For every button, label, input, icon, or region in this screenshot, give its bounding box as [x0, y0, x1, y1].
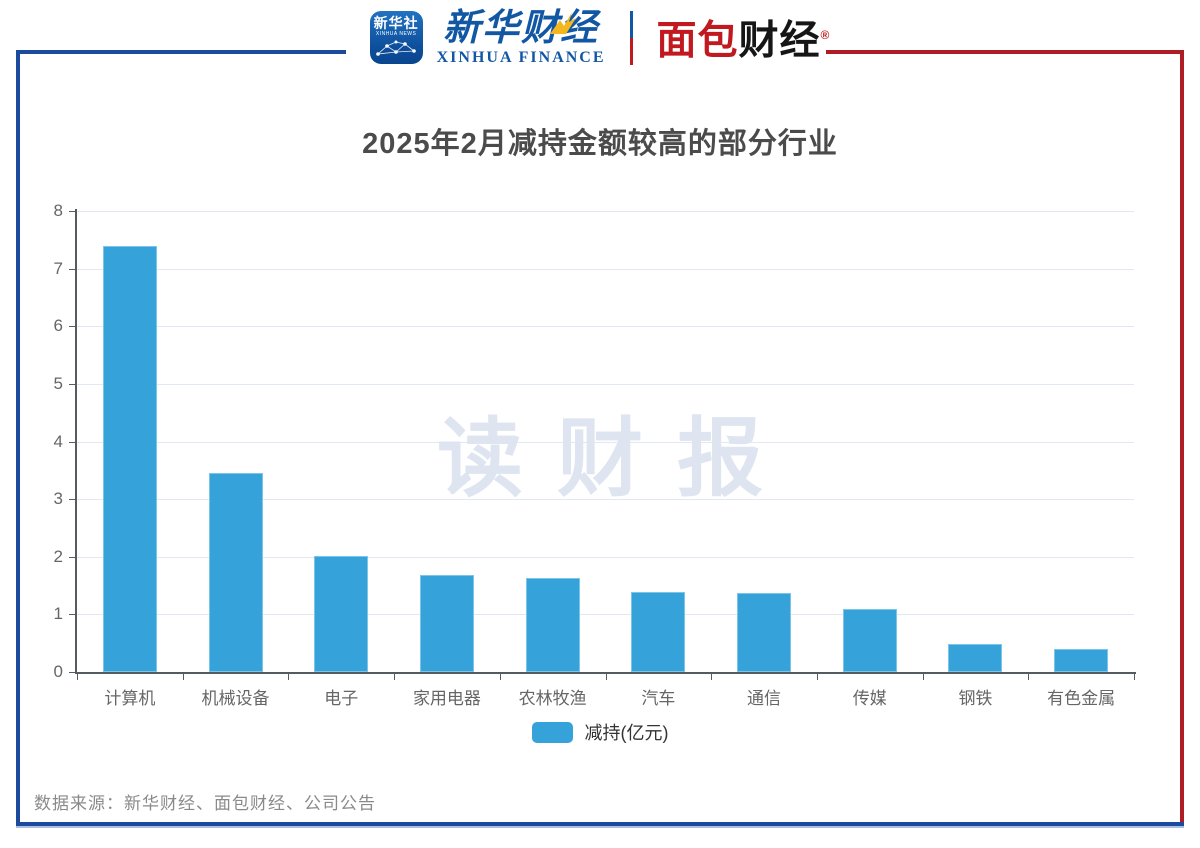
frame-bottom: [16, 822, 1184, 826]
y-tick-mark: [69, 268, 75, 270]
bar-有色金属[interactable]: [1054, 648, 1109, 672]
gridline: [77, 268, 1134, 270]
x-tick-mark: [816, 674, 818, 680]
x-axis-label: 农林牧渔: [518, 689, 587, 708]
x-axis-label: 电子: [324, 689, 359, 708]
y-tick-label: 3: [53, 489, 63, 509]
x-tick-mark: [499, 674, 501, 680]
x-tick-mark: [1028, 674, 1030, 680]
mianbao-red: 面包: [656, 18, 739, 63]
y-tick-mark: [69, 211, 75, 212]
mianbao-caijing-logo: 面包财经®: [657, 13, 831, 62]
legend-swatch[interactable]: [531, 721, 573, 743]
x-axis-label: 家用电器: [412, 689, 481, 708]
x-axis-label: 汽车: [641, 689, 676, 708]
bar-家用电器[interactable]: [419, 575, 474, 672]
logo-divider: [629, 10, 633, 65]
y-tick-mark: [69, 672, 75, 673]
legend-label[interactable]: 减持(亿元): [584, 723, 669, 743]
y-tick-mark: [69, 556, 75, 558]
gridline: [77, 441, 1134, 443]
xinhua-news-logo: 新华社 XINHUA NEWS: [369, 11, 423, 64]
gridline: [77, 383, 1134, 385]
x-axis-line: [75, 672, 1136, 674]
y-tick-label: 5: [53, 373, 63, 393]
chart-title: 2025年2月减持金额较高的部分行业: [362, 128, 838, 160]
frame-left: [16, 50, 20, 826]
y-axis-line: [75, 209, 77, 674]
frame-top-right: [826, 50, 1184, 54]
y-tick-label: 2: [53, 546, 63, 566]
x-axis-label: 计算机: [104, 689, 156, 708]
x-tick-mark: [288, 674, 290, 680]
x-tick-mark: [1134, 674, 1135, 680]
x-tick-mark: [922, 674, 924, 680]
x-axis-label: 机械设备: [201, 689, 270, 708]
xinhua-finance-en: XINHUA FINANCE: [436, 49, 606, 66]
mianbao-black: 财经: [738, 18, 821, 63]
y-tick-mark: [69, 614, 75, 616]
bar-机械设备[interactable]: [208, 473, 263, 672]
x-axis-label: 钢铁: [958, 689, 993, 708]
bar-传媒[interactable]: [842, 608, 897, 672]
bar-汽车[interactable]: [631, 592, 686, 672]
plot-area: 0 1 2 3 4 5 6 7 8 计算机 机械设备 电子 家用电器 农林牧渔 汽车 通信 传媒 钢铁 有色金属: [54, 201, 1136, 708]
y-tick-label: 4: [53, 431, 63, 451]
x-tick-mark: [605, 674, 607, 680]
y-tick-label: 0: [53, 662, 63, 681]
frame-right: [1180, 50, 1184, 826]
bar-通信[interactable]: [737, 593, 792, 672]
y-tick-label: 7: [53, 258, 63, 278]
x-axis-label: 通信: [747, 689, 782, 708]
frame-top-left: [16, 50, 346, 54]
xinhua-finance-cn: 新华财经: [443, 7, 600, 48]
gridline: [77, 614, 1134, 616]
x-axis-label: 传媒: [852, 689, 887, 708]
gridline: [77, 211, 1134, 212]
bar-钢铁[interactable]: [948, 643, 1003, 672]
y-tick-label: 1: [53, 604, 63, 624]
frame-bottom-glow: [16, 826, 1184, 828]
bar-计算机[interactable]: [102, 246, 157, 672]
header: 新华社 XINHUA NEWS 新华财经 XINHUA FINA: [0, 8, 1200, 67]
xinhua-news-en: XINHUA NEWS: [375, 31, 417, 37]
data-source-text: 数据来源：新华财经、面包财经、公司公告: [34, 794, 376, 813]
network-nodes-icon: [376, 40, 416, 56]
x-tick-mark: [711, 674, 713, 680]
legend[interactable]: 减持(亿元): [0, 719, 1200, 745]
gridline: [77, 326, 1134, 328]
lightning-accent-icon: [549, 12, 576, 34]
x-tick-mark: [394, 674, 396, 680]
y-tick-label: 8: [53, 201, 63, 220]
registered-mark: ®: [820, 27, 831, 42]
gridline: [77, 499, 1134, 501]
bar-电子[interactable]: [314, 555, 369, 672]
x-tick-mark: [182, 674, 184, 680]
xinhua-finance-logo: 新华财经 XINHUA FINANCE: [437, 8, 606, 67]
y-tick-mark: [69, 441, 75, 443]
x-tick-mark: [77, 674, 78, 680]
x-axis-label: 有色金属: [1047, 689, 1116, 708]
y-tick-mark: [69, 383, 75, 385]
xinhua-news-cn: 新华社: [373, 15, 419, 31]
bar-农林牧渔[interactable]: [525, 578, 580, 672]
y-tick-label: 6: [53, 316, 63, 336]
gridline: [77, 556, 1134, 558]
y-tick-mark: [69, 326, 75, 328]
y-tick-mark: [69, 499, 75, 501]
watermark: 读财报: [437, 411, 797, 507]
